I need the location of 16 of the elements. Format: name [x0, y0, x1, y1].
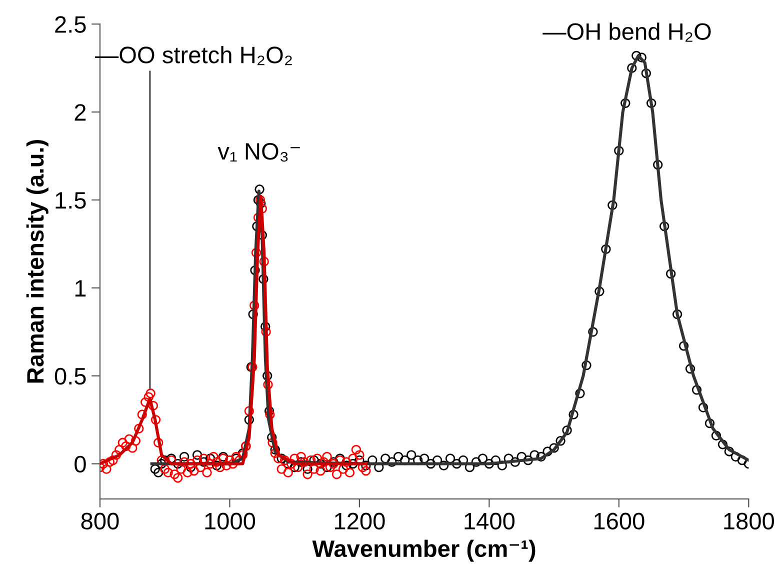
y-tick-label: 1 — [75, 280, 86, 296]
y-tick-label: 2.5 — [55, 16, 86, 33]
y-tick-label: 0.5 — [54, 368, 86, 385]
x-tick-label: 1800 — [724, 512, 774, 530]
annotation: —OH bend H₂O — [542, 22, 711, 42]
x-tick-label: 1000 — [205, 512, 256, 530]
y-tick-label: 1.5 — [56, 192, 86, 209]
x-tick-label: 1600 — [594, 512, 644, 530]
y-axis-title: Raman intensity (a.u.) — [26, 140, 48, 383]
x-tick-label: 1200 — [334, 512, 385, 530]
annotation: v₁ NO₃⁻ — [218, 143, 300, 162]
x-tick-label: 800 — [81, 512, 119, 530]
x-tick-label: 1400 — [464, 512, 515, 530]
y-tick-label: 2 — [74, 104, 86, 121]
y-tick-label: 0 — [74, 456, 86, 473]
x-axis-title: Wavenumber (cm⁻¹) — [312, 540, 536, 562]
